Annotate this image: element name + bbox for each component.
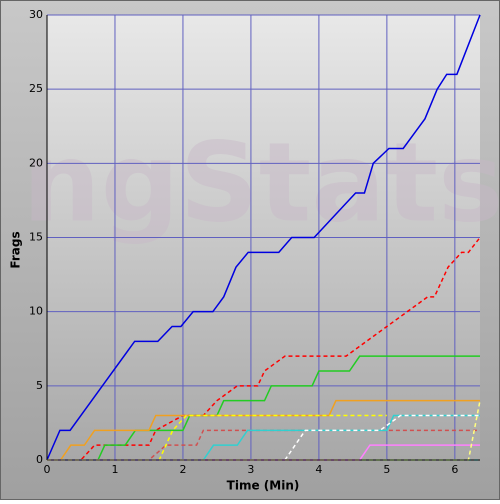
y-tick-label: 10: [29, 305, 43, 318]
y-tick-label: 25: [29, 82, 43, 95]
x-tick-label: 1: [111, 463, 118, 476]
x-tick-label: 2: [179, 463, 186, 476]
watermark: ngStats: [22, 118, 500, 246]
x-tick-label: 4: [315, 463, 322, 476]
y-tick-label: 15: [29, 231, 43, 244]
series-line: [47, 414, 387, 461]
y-tick-label: 20: [29, 156, 43, 169]
series-line: [47, 399, 480, 461]
x-axis-label: Time (Min): [227, 479, 300, 493]
series-line: [46, 14, 481, 461]
x-tick-label: 0: [44, 463, 51, 476]
y-tick-label: 0: [36, 453, 43, 466]
series-line: [47, 355, 480, 461]
y-axis-label: Frags: [9, 231, 23, 268]
series-line: [47, 414, 480, 461]
x-tick-label: 3: [247, 463, 254, 476]
y-tick-label: 5: [36, 379, 43, 392]
x-tick-label: 5: [383, 463, 390, 476]
x-tick-label: 6: [451, 463, 458, 476]
y-tick-label: 30: [29, 8, 43, 21]
